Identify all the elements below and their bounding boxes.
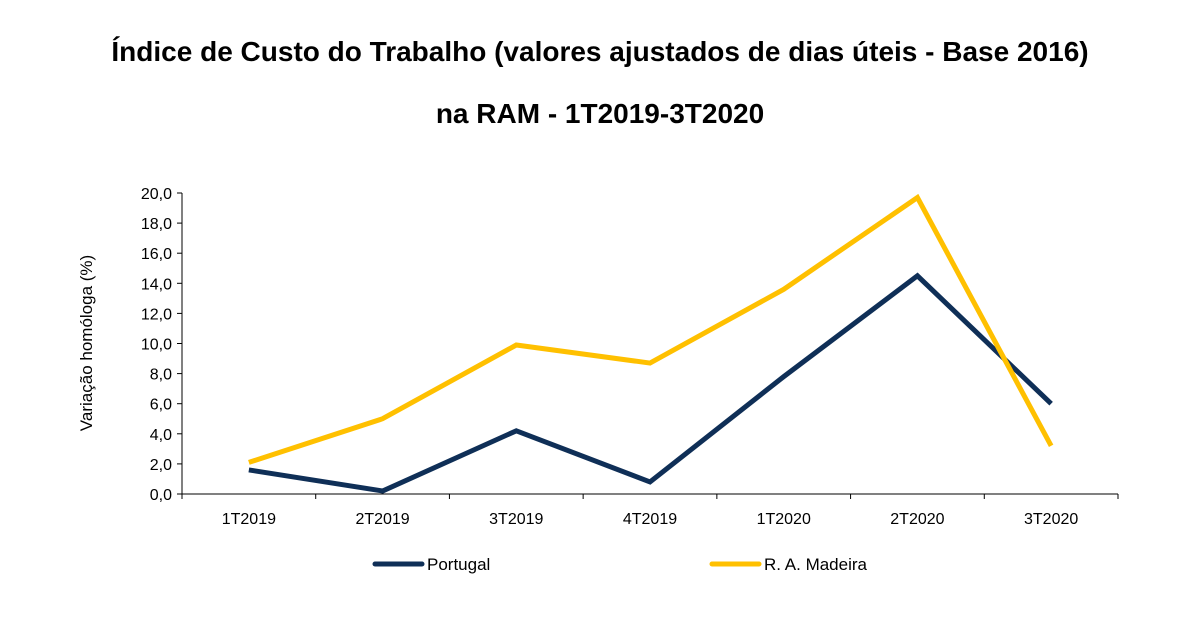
chart-axes	[181, 193, 1118, 495]
y-axis-ticks: 0,0 2,0 4,0 6,0 8,0 10,0 12,0 14,0 16,0 18,0 20,0	[141, 186, 182, 504]
x-tick-label: 2T2019	[355, 511, 409, 528]
y-tick-label: 10,0	[141, 337, 172, 354]
chart-title-line-1: Índice de Custo do Trabalho (valores aju…	[111, 36, 1089, 67]
y-tick-label: 12,0	[141, 306, 172, 323]
y-tick-label: 14,0	[141, 276, 172, 293]
x-tick-label: 1T2019	[222, 511, 276, 528]
x-axis-ticks: 1T2019 2T2019 3T2019 4T2019 1T2020 2T2020 3T20…	[181, 494, 1119, 528]
y-tick-label: 6,0	[150, 397, 172, 414]
series-lines	[248, 193, 1054, 494]
x-tick-label: 3T2019	[489, 511, 543, 528]
series-line-portugal	[248, 272, 1053, 494]
y-axis-title: Variação homóloga (%)	[77, 255, 96, 431]
y-tick-label: 20,0	[141, 186, 172, 203]
x-tick-label: 4T2019	[623, 511, 677, 528]
x-tick-label: 1T2020	[757, 511, 811, 528]
chart-title-line-2: na RAM - 1T2019-3T2020	[435, 98, 765, 129]
x-tick-label: 3T2020	[1024, 511, 1078, 528]
series-line-r-a-madeira	[248, 193, 1054, 465]
legend-label: R. A. Madeira	[764, 555, 868, 574]
y-tick-label: 16,0	[141, 246, 172, 263]
legend: Portugal R. A. Madeira	[372, 555, 868, 574]
x-tick-label: 2T2020	[890, 511, 944, 528]
y-tick-label: 18,0	[141, 216, 172, 233]
y-tick-label: 8,0	[150, 367, 172, 384]
y-tick-label: 2,0	[150, 457, 172, 474]
legend-label: Portugal	[427, 555, 490, 574]
y-tick-label: 4,0	[150, 427, 172, 444]
y-tick-label: 0,0	[150, 487, 172, 504]
